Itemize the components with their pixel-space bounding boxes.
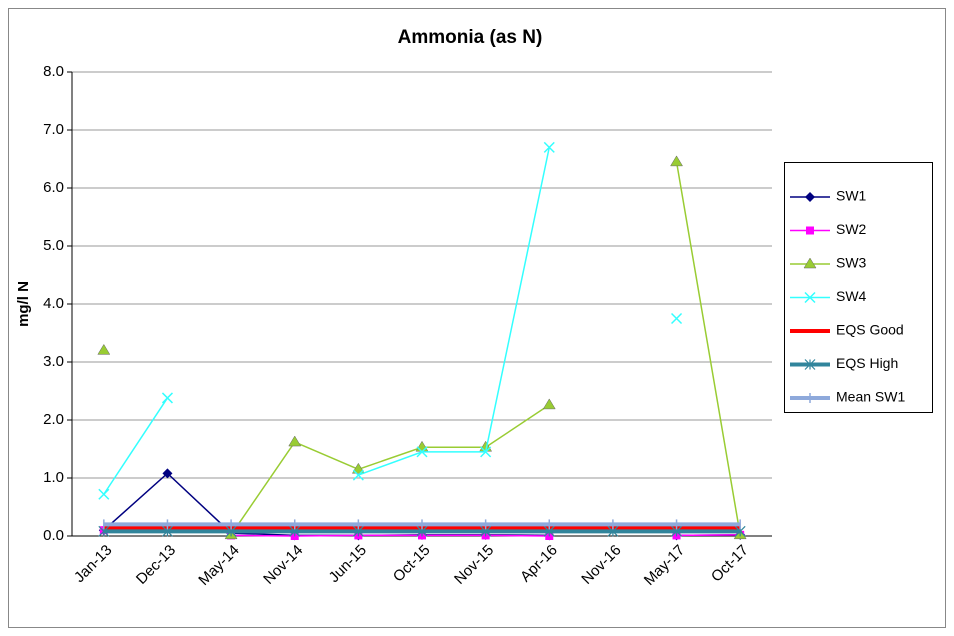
legend-label: EQS High xyxy=(836,355,898,371)
data-point xyxy=(352,469,364,481)
y-tick-label: 6.0 xyxy=(43,179,64,196)
data-point xyxy=(480,446,492,458)
data-point xyxy=(162,468,173,479)
data-point xyxy=(98,488,110,500)
legend-marker xyxy=(803,257,817,269)
legend-label: SW4 xyxy=(836,288,867,304)
y-tick-label: 4.0 xyxy=(43,295,64,312)
series-line xyxy=(230,161,741,536)
data-point xyxy=(542,398,556,410)
data-point xyxy=(671,312,683,325)
y-tick-label: 3.0 xyxy=(43,353,64,370)
y-tick-label: 5.0 xyxy=(43,237,64,254)
data-point xyxy=(97,343,111,355)
y-tick-label: 0.0 xyxy=(43,527,64,544)
legend-label: Mean SW1 xyxy=(836,389,905,405)
legend-marker xyxy=(806,226,814,235)
y-tick-label: 8.0 xyxy=(43,63,64,80)
legend-marker xyxy=(804,359,816,370)
y-tick-label: 2.0 xyxy=(43,411,64,428)
legend-label: SW2 xyxy=(836,221,867,237)
data-point xyxy=(288,435,302,447)
y-tick-label: 7.0 xyxy=(43,121,64,138)
y-axis-label: mg/l N xyxy=(15,281,32,327)
data-point xyxy=(543,141,555,153)
legend-marker xyxy=(804,291,816,304)
data-point xyxy=(670,155,683,167)
legend-label: SW3 xyxy=(836,255,867,271)
legend-box xyxy=(784,162,933,413)
series-line xyxy=(231,534,741,537)
legend-label: SW1 xyxy=(836,188,867,204)
data-point xyxy=(416,446,428,458)
data-point xyxy=(351,462,365,474)
chart-title: Ammonia (as N) xyxy=(398,27,543,48)
data-point xyxy=(161,392,173,404)
legend-marker xyxy=(805,192,815,202)
legend-label: EQS Good xyxy=(836,322,904,338)
y-tick-label: 1.0 xyxy=(43,469,64,486)
